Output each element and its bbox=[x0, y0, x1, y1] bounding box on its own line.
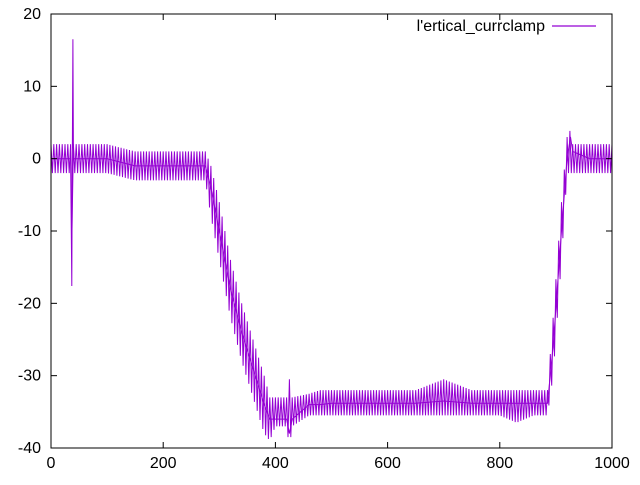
x-tick-label: 400 bbox=[262, 455, 289, 472]
x-tick-label: 200 bbox=[150, 455, 177, 472]
x-tick-label: 800 bbox=[486, 455, 513, 472]
y-tick-label: 0 bbox=[32, 151, 41, 168]
y-tick-label: -30 bbox=[18, 368, 41, 385]
y-tick-label: 10 bbox=[23, 78, 41, 95]
y-tick-label: 20 bbox=[23, 6, 41, 23]
x-tick-label: 0 bbox=[47, 455, 56, 472]
y-tick-label: -10 bbox=[18, 223, 41, 240]
series-band-trace bbox=[50, 130, 613, 440]
x-tick-label: 1000 bbox=[594, 455, 630, 472]
legend-label: l'ertical_currclamp bbox=[417, 18, 546, 35]
x-tick-label: 600 bbox=[374, 455, 401, 472]
y-tick-label: -40 bbox=[18, 440, 41, 457]
y-tick-label: -20 bbox=[18, 295, 41, 312]
plot-area bbox=[50, 39, 613, 440]
series-line bbox=[51, 39, 612, 434]
axes: 0 200 400 600 800 1000 -40 -30 -20 -10 0 10 20 bbox=[18, 6, 630, 472]
legend: l'ertical_currclamp bbox=[417, 18, 596, 35]
